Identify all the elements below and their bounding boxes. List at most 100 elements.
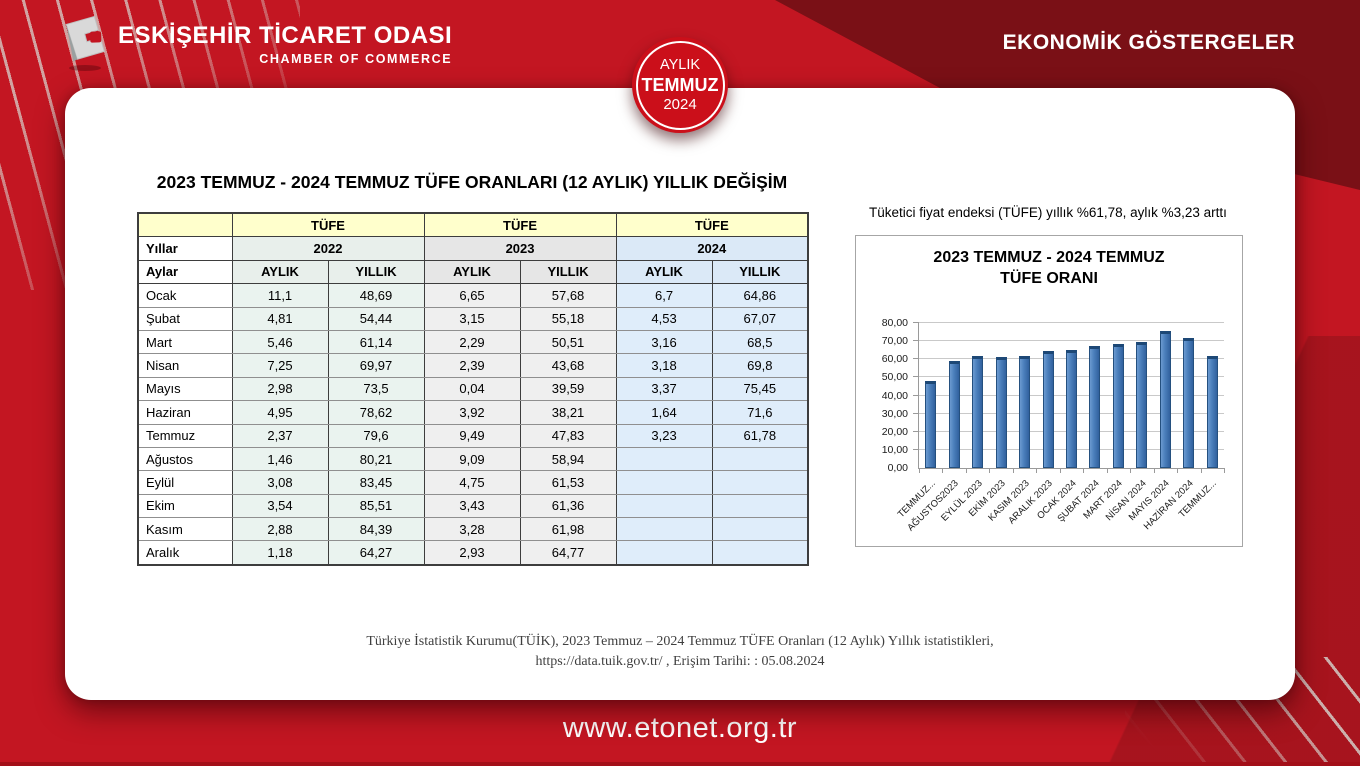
value-cell: 83,45 bbox=[327, 470, 425, 495]
gridline bbox=[919, 340, 1224, 342]
y-tick bbox=[913, 430, 919, 432]
month-cell: Mart bbox=[137, 329, 233, 355]
y-tick bbox=[913, 322, 919, 323]
chart-title-line1: 2023 TEMMUZ - 2024 TEMMUZ bbox=[933, 249, 1165, 266]
y-axis-tick-label: 60,00 bbox=[881, 353, 908, 366]
table-row: Ocak 11,1 48,69 6,65 57,68 6,7 64,86 bbox=[137, 283, 809, 308]
value-cell: 2,37 bbox=[231, 423, 329, 448]
years-label-cell: Yıllar bbox=[137, 236, 233, 261]
month-cell: Mayıs bbox=[137, 376, 233, 402]
value-cell: 3,43 bbox=[423, 493, 521, 519]
value-cell bbox=[615, 470, 713, 495]
value-cell: 61,36 bbox=[519, 493, 617, 519]
x-tick bbox=[989, 468, 991, 473]
y-tick bbox=[913, 358, 919, 360]
group-header-tufe-2022: TÜFE bbox=[231, 212, 425, 238]
source-citation-line2: https://data.tuik.gov.tr/ , Erişim Tarih… bbox=[535, 654, 825, 669]
value-cell bbox=[615, 517, 713, 542]
value-cell: 1,64 bbox=[615, 400, 713, 425]
gridline bbox=[919, 322, 1224, 323]
value-cell: 61,78 bbox=[711, 423, 809, 448]
bar-TEMMUZ... bbox=[925, 381, 937, 468]
y-axis-tick-label: 70,00 bbox=[881, 335, 908, 348]
value-cell: 4,53 bbox=[615, 306, 713, 331]
value-cell: 71,6 bbox=[711, 400, 809, 425]
x-tick bbox=[919, 468, 920, 473]
bar-TEMMUZ... bbox=[1206, 356, 1218, 468]
value-cell: 64,77 bbox=[519, 540, 617, 566]
table-row: Kasım 2,88 84,39 3,28 61,98 bbox=[137, 517, 809, 542]
value-cell: 50,51 bbox=[519, 329, 617, 355]
tufe-table: TÜFE TÜFE TÜFE Yıllar 2022 2023 2024 Ayl… bbox=[137, 212, 810, 566]
value-cell: 69,8 bbox=[711, 353, 809, 378]
month-cell: Haziran bbox=[137, 400, 233, 425]
chart-caption: Tüketici fiyat endeksi (TÜFE) yıllık %61… bbox=[869, 205, 1227, 220]
value-cell: 78,62 bbox=[327, 400, 425, 425]
badge-month-label: TEMMUZ bbox=[641, 74, 719, 95]
bar-NİSAN 2024 bbox=[1136, 341, 1148, 468]
value-cell: 3,15 bbox=[423, 306, 521, 331]
value-cell: 39,59 bbox=[519, 376, 617, 402]
value-cell: 84,39 bbox=[327, 517, 425, 542]
value-cell: 85,51 bbox=[327, 493, 425, 519]
sub-header-yillik-2024: YILLIK bbox=[711, 259, 809, 285]
chart-plot-area bbox=[913, 322, 1225, 473]
value-cell: 61,53 bbox=[519, 470, 617, 495]
group-header-tufe-2023: TÜFE bbox=[423, 212, 617, 238]
x-tick bbox=[1224, 468, 1225, 473]
value-cell: 3,37 bbox=[615, 376, 713, 402]
sub-header-yillik-2023: YILLIK bbox=[519, 259, 617, 285]
month-badge: AYLIK TEMMUZ 2024 bbox=[632, 37, 728, 133]
website-url: www.etonet.org.tr bbox=[562, 712, 798, 744]
value-cell: 64,27 bbox=[327, 540, 425, 566]
badge-period-label: AYLIK bbox=[659, 56, 701, 73]
y-axis-tick-label: 50,00 bbox=[881, 371, 908, 384]
value-cell: 73,5 bbox=[327, 376, 425, 402]
table-row: Nisan 7,25 69,97 2,39 43,68 3,18 69,8 bbox=[137, 353, 809, 378]
value-cell: 3,08 bbox=[231, 470, 329, 495]
value-cell: 68,5 bbox=[711, 329, 809, 355]
value-cell: 38,21 bbox=[519, 400, 617, 425]
value-cell bbox=[615, 540, 713, 566]
x-tick bbox=[1200, 468, 1202, 473]
table-row: Ekim 3,54 85,51 3,43 61,36 bbox=[137, 493, 809, 519]
bar-KASIM 2023 bbox=[1019, 355, 1031, 468]
y-axis-tick-label: 80,00 bbox=[881, 317, 908, 329]
bar-EYLÜL 2023 bbox=[972, 356, 984, 468]
y-tick bbox=[913, 340, 919, 342]
bg-bottom-edge-line bbox=[0, 762, 1360, 766]
content-card: 2023 TEMMUZ - 2024 TEMMUZ TÜFE ORANLARI … bbox=[65, 88, 1295, 700]
org-subtitle: CHAMBER OF COMMERCE bbox=[259, 52, 453, 66]
value-cell: 9,49 bbox=[423, 423, 521, 448]
value-cell: 4,81 bbox=[231, 306, 329, 331]
value-cell: 11,1 bbox=[231, 283, 329, 308]
value-cell: 3,23 bbox=[615, 423, 713, 448]
value-cell: 61,98 bbox=[519, 517, 617, 542]
value-cell: 2,29 bbox=[423, 329, 521, 355]
months-label-cell: Aylar bbox=[137, 259, 233, 285]
bar-ARALIK 2023 bbox=[1042, 350, 1054, 468]
y-axis-tick-label: 30,00 bbox=[881, 407, 908, 420]
x-tick bbox=[1012, 468, 1014, 473]
value-cell: 4,75 bbox=[423, 470, 521, 495]
chart-title: 2023 TEMMUZ - 2024 TEMMUZ TÜFE ORANI bbox=[856, 247, 1242, 289]
value-cell bbox=[711, 470, 809, 495]
source-citation-line1: Türkiye İstatistik Kurumu(TÜİK), 2023 Te… bbox=[366, 634, 994, 649]
month-cell: Temmuz bbox=[137, 423, 233, 448]
x-tick bbox=[1153, 468, 1155, 473]
y-axis-tick-label: 0,00 bbox=[887, 462, 908, 474]
value-cell: 0,04 bbox=[423, 376, 521, 402]
value-cell: 47,83 bbox=[519, 423, 617, 448]
x-tick bbox=[1036, 468, 1038, 473]
value-cell: 6,7 bbox=[615, 283, 713, 308]
chart-title-line2: TÜFE ORANI bbox=[1000, 270, 1098, 287]
bar-MART 2024 bbox=[1112, 343, 1124, 468]
value-cell: 6,65 bbox=[423, 283, 521, 308]
value-cell: 43,68 bbox=[519, 353, 617, 378]
table-row: Eylül 3,08 83,45 4,75 61,53 bbox=[137, 470, 809, 495]
value-cell: 4,95 bbox=[231, 400, 329, 425]
table-title: 2023 TEMMUZ - 2024 TEMMUZ TÜFE ORANLARI … bbox=[156, 172, 788, 192]
tufe-bar-chart: 2023 TEMMUZ - 2024 TEMMUZ TÜFE ORANI 0,0… bbox=[855, 235, 1243, 547]
value-cell: 2,93 bbox=[423, 540, 521, 566]
value-cell bbox=[711, 446, 809, 472]
